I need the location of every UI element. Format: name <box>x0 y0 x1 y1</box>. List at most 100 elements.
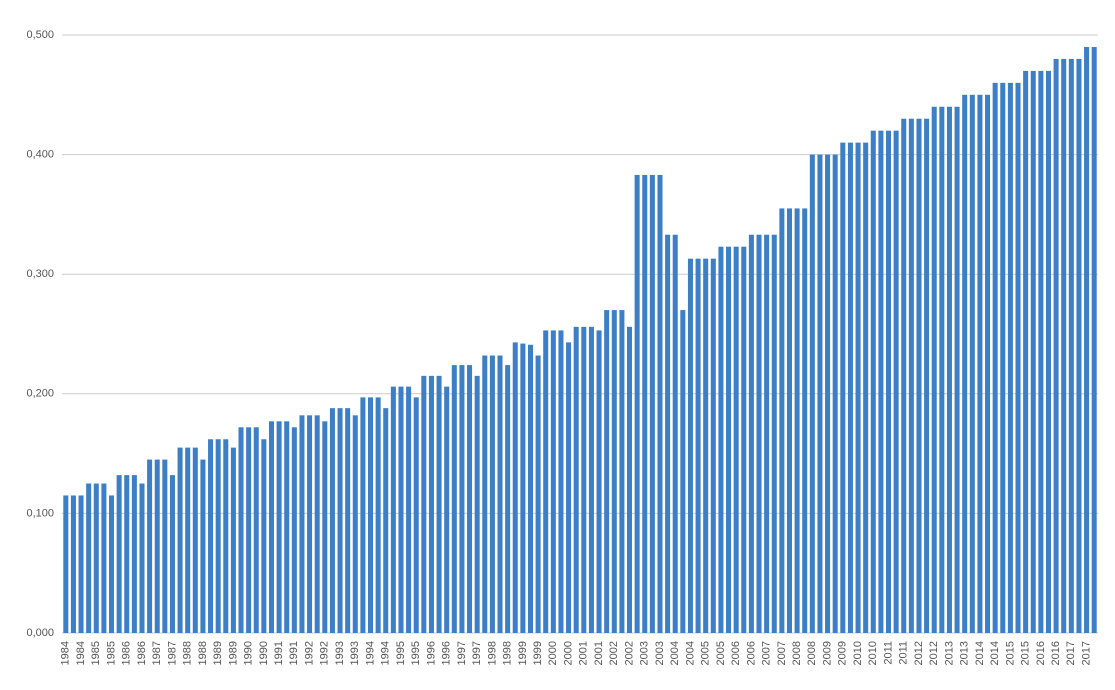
bar <box>558 330 564 633</box>
x-tick-label: 1991 <box>273 641 285 665</box>
bar <box>398 386 404 633</box>
x-tick-label: 2004 <box>669 641 681 665</box>
bar <box>588 326 594 633</box>
bar <box>977 94 983 634</box>
bar <box>406 386 412 633</box>
bar <box>116 475 122 633</box>
bar <box>474 375 480 633</box>
x-tick-label: 1995 <box>395 641 407 665</box>
bar <box>779 208 785 634</box>
bar <box>680 310 686 633</box>
bar <box>421 375 427 633</box>
bar <box>383 408 389 633</box>
x-tick-label: 2014 <box>989 641 1001 665</box>
x-tick-label: 2003 <box>654 641 666 665</box>
x-tick-label: 1993 <box>334 641 346 665</box>
bar <box>109 495 115 633</box>
x-tick-label: 2003 <box>639 641 651 665</box>
bar <box>1007 82 1013 634</box>
x-tick-label: 2000 <box>562 641 574 665</box>
bar <box>756 234 762 633</box>
bar <box>86 483 92 633</box>
x-tick-label: 1989 <box>227 641 239 665</box>
x-tick-label: 2016 <box>1035 641 1047 665</box>
bar <box>825 154 831 633</box>
bar <box>497 355 503 633</box>
bar <box>954 106 960 633</box>
bar <box>733 246 739 633</box>
x-tick-label: 1997 <box>471 641 483 665</box>
bar <box>817 154 823 633</box>
x-tick-label: 1991 <box>288 641 300 665</box>
x-tick-label: 1999 <box>532 641 544 665</box>
x-tick-label: 1985 <box>90 641 102 665</box>
bar <box>147 459 153 633</box>
bar <box>863 142 869 633</box>
x-tick-label: 1986 <box>136 641 148 665</box>
x-tick-label: 2005 <box>700 641 712 665</box>
bar <box>459 365 465 633</box>
x-tick-label: 1992 <box>303 641 315 665</box>
bar <box>1091 46 1097 633</box>
x-tick-label: 2016 <box>1050 641 1062 665</box>
bar <box>619 310 625 633</box>
bar <box>809 154 815 633</box>
x-tick-label: 1988 <box>182 641 194 665</box>
bar <box>169 475 175 633</box>
x-tick-label: 1987 <box>166 641 178 665</box>
bar <box>840 142 846 633</box>
bar <box>185 447 191 633</box>
bar <box>992 82 998 634</box>
bar <box>687 258 693 633</box>
x-tick-label: 1996 <box>441 641 453 665</box>
x-tick-label: 2009 <box>821 641 833 665</box>
bar <box>192 447 198 633</box>
bar <box>832 154 838 633</box>
bar <box>177 447 183 633</box>
x-tick-label: 2017 <box>1065 641 1077 665</box>
bar <box>444 386 450 633</box>
y-tick-label: 0,200 <box>26 388 54 400</box>
bar <box>931 106 937 633</box>
bar <box>924 118 930 634</box>
bar <box>1045 70 1051 633</box>
bar <box>794 208 800 634</box>
bar <box>368 397 374 633</box>
bar <box>314 415 320 633</box>
x-tick-label: 2010 <box>852 641 864 665</box>
bar <box>946 106 952 633</box>
bar <box>63 495 69 633</box>
bar <box>436 375 442 633</box>
bar <box>268 421 274 633</box>
bar <box>291 427 297 633</box>
bar <box>649 174 655 633</box>
bar <box>764 234 770 633</box>
x-tick-label: 1996 <box>425 641 437 665</box>
x-tick-label: 1990 <box>243 641 255 665</box>
bar <box>93 483 99 633</box>
bar <box>208 439 214 633</box>
bar <box>771 234 777 633</box>
x-tick-label: 1990 <box>258 641 270 665</box>
bar <box>215 439 221 633</box>
bar <box>360 397 366 633</box>
bar <box>489 355 495 633</box>
bar <box>451 365 457 633</box>
x-tick-label: 1987 <box>151 641 163 665</box>
bar <box>390 386 396 633</box>
bar <box>604 310 610 633</box>
bar <box>352 415 358 633</box>
y-tick-label: 0,300 <box>26 268 54 280</box>
x-tick-label: 1998 <box>486 641 498 665</box>
x-tick-label: 1986 <box>121 641 133 665</box>
bar <box>413 397 419 633</box>
x-tick-label: 1994 <box>364 641 376 665</box>
y-tick-label: 0,000 <box>26 627 54 639</box>
x-tick-label: 1984 <box>75 641 87 665</box>
x-tick-label: 2014 <box>974 641 986 665</box>
bar <box>870 130 876 633</box>
bar <box>657 174 663 633</box>
bar <box>596 330 602 633</box>
x-tick-label: 1998 <box>502 641 514 665</box>
bar <box>1015 82 1021 634</box>
